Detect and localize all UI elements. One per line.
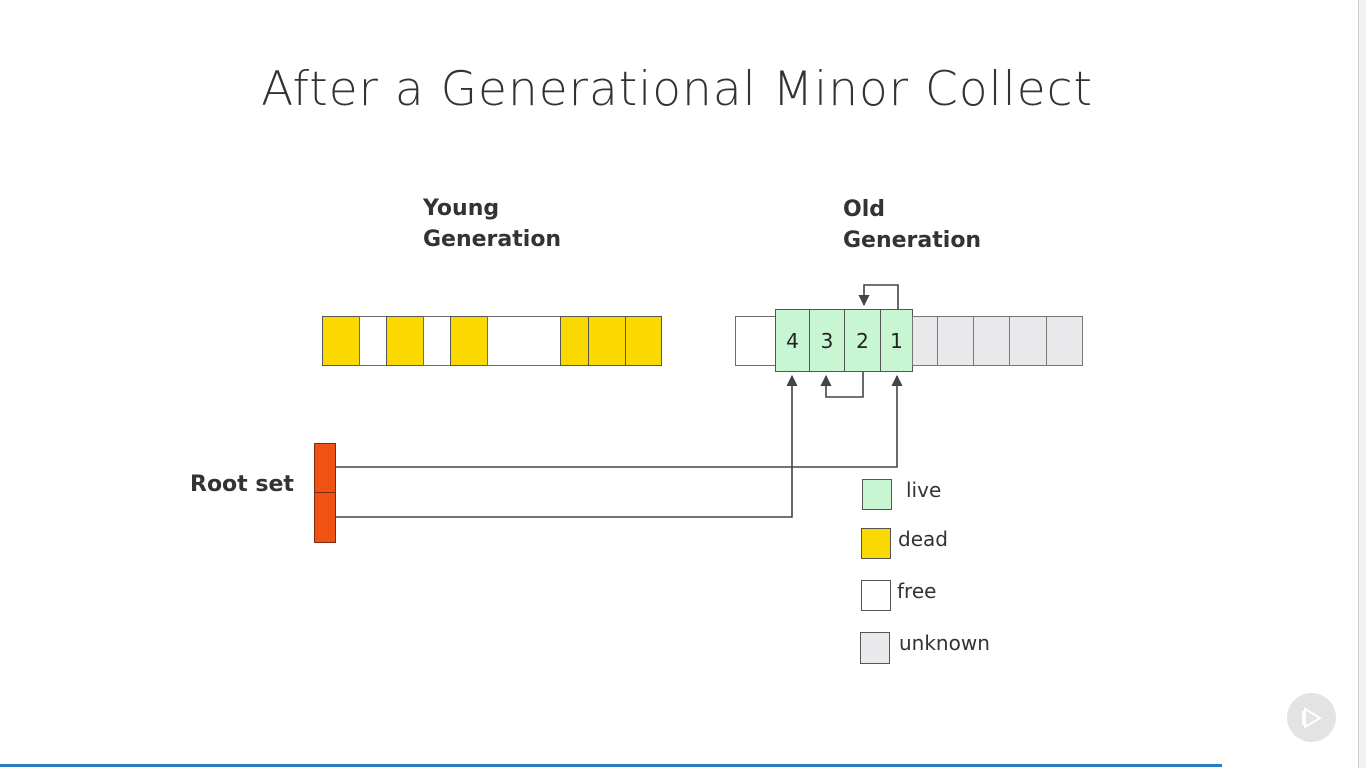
root-to-cell-1-arrow xyxy=(335,374,903,468)
root-set-label: Root set xyxy=(190,472,294,497)
old-cell xyxy=(1046,316,1083,366)
pointer-2-to-3-arrow xyxy=(820,372,864,398)
right-edge-bar xyxy=(1358,0,1366,768)
play-icon xyxy=(1302,707,1322,729)
legend-label-dead: dead xyxy=(898,527,948,551)
old-cell xyxy=(1009,316,1047,366)
legend-label-free: free xyxy=(897,579,937,603)
legend-label-live: live xyxy=(906,478,942,502)
old-cell-label: 3 xyxy=(820,328,834,353)
old-generation-heading-line2: Generation xyxy=(843,228,982,253)
legend-swatch-dead xyxy=(861,528,891,559)
slide-title: After a Generational Minor Collect xyxy=(261,62,1093,117)
young-cell xyxy=(386,316,424,366)
old-cell xyxy=(973,316,1010,366)
young-cell xyxy=(322,316,360,366)
young-generation-heading: Young Generation xyxy=(423,193,561,255)
old-generation-heading: Old Generation xyxy=(843,194,981,256)
root-to-cell-4-arrow xyxy=(335,374,798,518)
root-set-cell xyxy=(314,492,336,543)
old-generation-heading-line1: Old xyxy=(843,197,885,222)
root-set-cell xyxy=(314,443,336,494)
young-generation-heading-line1: Young xyxy=(423,196,500,221)
legend-swatch-live xyxy=(862,479,892,510)
old-cell: 4 xyxy=(775,309,810,372)
legend-label-unknown: unknown xyxy=(899,631,990,655)
play-button[interactable] xyxy=(1287,693,1336,742)
old-cell-label: 2 xyxy=(856,328,869,353)
old-cell-label: 4 xyxy=(786,328,799,353)
young-cell xyxy=(625,316,662,366)
young-cell xyxy=(359,316,387,366)
progress-bar[interactable] xyxy=(0,764,1222,767)
legend-swatch-unknown xyxy=(860,632,890,664)
young-generation-heading-line2: Generation xyxy=(423,227,562,252)
pointer-1-to-2-arrow xyxy=(858,284,899,309)
old-cell: 1 xyxy=(880,309,913,372)
old-cell: 3 xyxy=(809,309,845,372)
old-cell-label: 1 xyxy=(890,328,903,353)
legend-swatch-free xyxy=(861,580,891,611)
